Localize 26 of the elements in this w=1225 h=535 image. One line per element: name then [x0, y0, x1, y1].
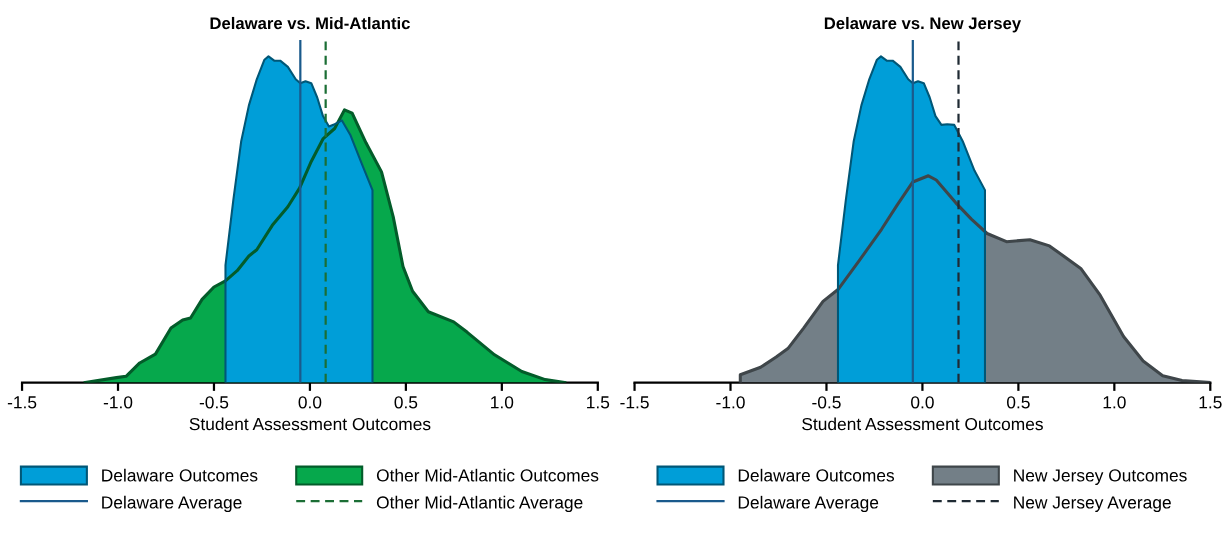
legend-label: Delaware Average — [738, 495, 879, 513]
x-tick-label: 1.5 — [1199, 396, 1222, 409]
legend-label: Other Mid-Atlantic Average — [376, 495, 583, 513]
x-tick-label: 1.0 — [491, 396, 514, 409]
legend-label: Other Mid-Atlantic Outcomes — [376, 468, 599, 482]
legend-label: New Jersey Outcomes — [1014, 469, 1187, 485]
x-tick-label: 1.0 — [1103, 396, 1126, 409]
x-tick-label: -1.0 — [716, 396, 745, 409]
chart-title: Delaware vs. Mid-Atlantic — [210, 16, 410, 30]
x-tick-label: -0.5 — [812, 396, 841, 409]
x-tick-label: -1.5 — [620, 396, 649, 409]
legend-label: Delaware Average — [102, 495, 242, 513]
x-tick-label: -1.0 — [103, 396, 133, 409]
x-tick-label: 0.5 — [394, 396, 418, 409]
x-tick-label: 1.5 — [587, 396, 610, 409]
x-tick-label: 0.5 — [1007, 396, 1030, 409]
x-tick-label: -1.5 — [7, 396, 37, 409]
legend-label: New Jersey Average — [1014, 496, 1171, 513]
x-axis-title: Student Assessment Outcomes — [189, 417, 431, 431]
x-axis-title: Student Assessment Outcomes — [802, 417, 1043, 431]
chart-title: Delaware vs. New Jersey — [824, 16, 1022, 33]
legend-label: Delaware Outcomes — [102, 468, 258, 482]
x-tick-label: 0.0 — [911, 396, 934, 409]
x-tick-label: -0.5 — [199, 396, 229, 409]
x-tick-label: 0.0 — [298, 396, 322, 409]
legend-label: Delaware Outcomes — [738, 468, 895, 482]
